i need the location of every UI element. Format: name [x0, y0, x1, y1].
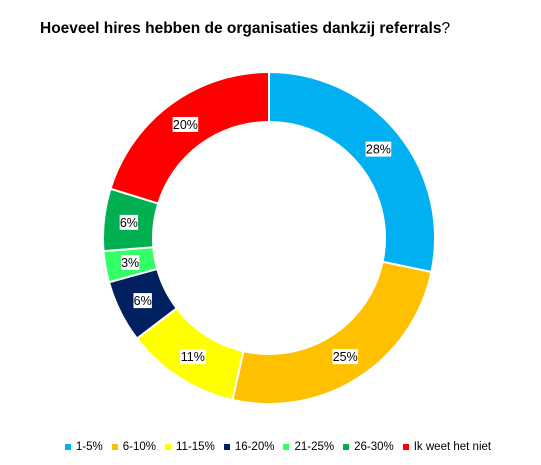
legend-label-2: 11-15%: [176, 441, 215, 453]
data-label-box-1: [332, 349, 359, 365]
donut-slice-0: [268, 70, 436, 274]
data-label-text-3: 6%: [134, 294, 152, 308]
data-label-6: 20%: [172, 116, 199, 132]
legend-swatch-1: [111, 444, 118, 450]
data-label-2: 11%: [179, 349, 206, 365]
data-label-3: 6%: [133, 293, 152, 309]
data-label-text-1: 25%: [333, 350, 358, 364]
data-label-box-3: [133, 293, 152, 309]
data-label-text-5: 6%: [120, 216, 138, 230]
legend-item-0: 1-5%: [64, 441, 103, 453]
data-label-1: 25%: [332, 349, 359, 365]
data-label-box-6: [172, 116, 199, 132]
chart-title: Hoeveel hires hebben de organisaties dan…: [40, 20, 450, 38]
donut-slice-1: [231, 260, 433, 405]
legend-swatch-4: [283, 444, 290, 450]
data-label-box-4: [120, 254, 140, 270]
legend-swatch-2: [165, 444, 172, 450]
legend-item-2: 11-15%: [165, 441, 215, 453]
chart-title-question-mark: ?: [441, 20, 451, 37]
chart-legend: 1-5% 6-10% 11-15% 16-20% 21-25% 26-30% Ik weet…: [28, 441, 528, 453]
data-label-text-2: 11%: [181, 350, 205, 364]
legend-item-3: 16-20%: [223, 441, 275, 453]
legend-label-4: 21-25%: [294, 441, 335, 453]
legend-swatch-0: [64, 444, 71, 450]
data-label-text-4: 3%: [121, 256, 139, 270]
legend-swatch-5: [343, 444, 350, 450]
data-label-0: 28%: [365, 141, 392, 157]
legend-item-4: 21-25%: [283, 441, 334, 453]
donut-slice-6: [109, 70, 270, 205]
data-label-text-6: 20%: [173, 118, 198, 132]
legend-swatch-6: [402, 444, 409, 450]
data-label-5: 6%: [119, 214, 139, 230]
data-label-box-2: [179, 349, 206, 365]
legend-label-1: 6-10%: [122, 441, 157, 453]
donut-chart: 28% 25% 11% 6% 3% 6% 20%: [102, 70, 436, 405]
data-label-box-5: [119, 214, 139, 230]
legend-label-5: 26-30%: [354, 441, 394, 453]
legend-label-3: 16-20%: [234, 441, 275, 453]
legend-item-1: 6-10%: [111, 441, 157, 453]
legend-swatch-3: [223, 444, 230, 450]
data-label-4: 3%: [120, 254, 140, 270]
legend-label-6: Ik weet het niet: [413, 441, 492, 453]
data-label-box-0: [365, 141, 392, 157]
legend-item-5: 26-30%: [343, 441, 394, 453]
data-label-text-0: 28%: [366, 143, 391, 157]
legend-label-0: 1-5%: [75, 441, 103, 453]
chart-title-main: Hoeveel hires hebben de organisaties dan…: [40, 20, 442, 37]
legend-item-6: Ik weet het niet: [402, 441, 492, 453]
